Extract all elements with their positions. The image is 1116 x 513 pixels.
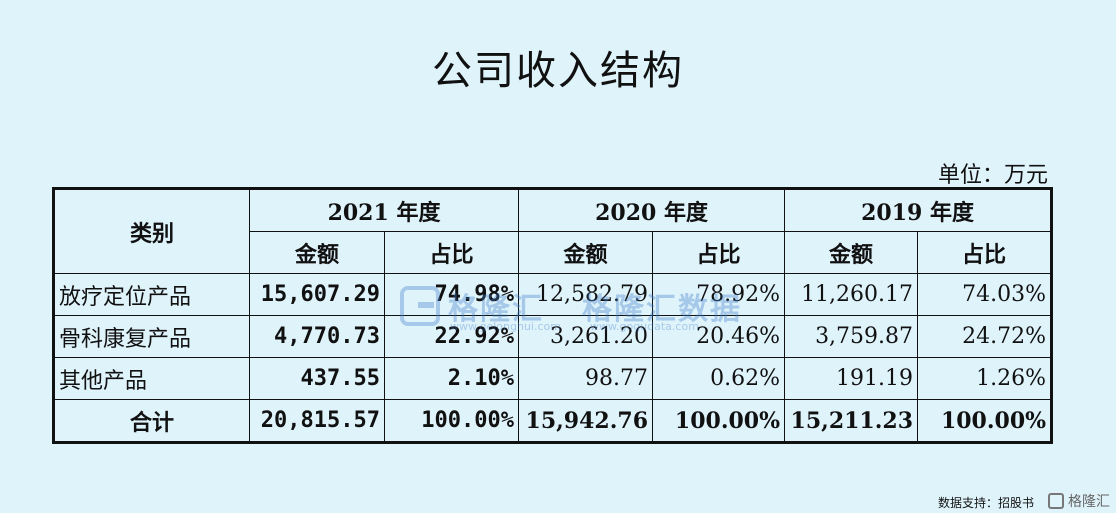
table-row: 放疗定位产品 15,607.29 74.98% 12,582.79 78.92%…: [53, 273, 1053, 316]
unit-label: 单位：万元: [937, 163, 1048, 188]
table-header-row: 类别 2021 年度 2020 年度 2019 年度: [53, 188, 1053, 274]
amount-header: 金额: [518, 231, 654, 274]
ratio-2020-cell: 0.62%: [652, 357, 786, 400]
ratio-2020-cell: 20.46%: [652, 315, 786, 358]
total-label-cell: 合计: [53, 399, 250, 443]
ratio-2021-cell: 2.10%: [383, 357, 520, 400]
amount-2019-cell: 15,211.23: [784, 399, 919, 443]
year-header-2021: 2021 年度: [248, 188, 520, 232]
year-header-2020: 2020 年度: [518, 188, 786, 232]
amount-2020-cell: 98.77: [518, 357, 654, 400]
ratio-header: 占比: [383, 231, 520, 274]
brand-name: 格隆汇: [1068, 494, 1110, 510]
table-row: 骨科康复产品 4,770.73 22.92% 3,261.20 20.46% 3…: [53, 315, 1053, 358]
ratio-2019-cell: 74.03%: [917, 273, 1053, 316]
year-header-2019: 2019 年度: [784, 188, 1053, 232]
table-row: 其他产品 437.55 2.10% 98.77 0.62% 191.19 1.2…: [53, 357, 1053, 400]
page-title: 公司收入结构: [432, 48, 684, 94]
brand-logo-icon: [1048, 493, 1064, 509]
brand-mark: 格隆汇: [1048, 491, 1110, 511]
ratio-2021-cell: 100.00%: [383, 399, 520, 443]
ratio-2021-cell: 74.98%: [383, 273, 520, 316]
category-cell: 放疗定位产品: [53, 273, 250, 316]
category-header: 类别: [53, 188, 250, 274]
data-source-note: 数据支持：招股书: [937, 496, 1034, 510]
table-total-row: 合计 20,815.57 100.00% 15,942.76 100.00% 1…: [53, 399, 1053, 443]
ratio-2019-cell: 24.72%: [917, 315, 1053, 358]
amount-header: 金额: [784, 231, 919, 274]
ratio-2019-cell: 1.26%: [917, 357, 1053, 400]
ratio-2021-cell: 22.92%: [383, 315, 520, 358]
ratio-2020-cell: 78.92%: [652, 273, 786, 316]
ratio-2019-cell: 100.00%: [917, 399, 1053, 443]
amount-2019-cell: 191.19: [784, 357, 919, 400]
amount-2021-cell: 15,607.29: [249, 273, 385, 316]
category-cell: 其他产品: [53, 357, 250, 400]
ratio-header: 占比: [652, 231, 786, 274]
revenue-structure-table: 类别 2021 年度 2020 年度 2019 年度 金额 占比 金额 占比 金…: [52, 187, 1054, 444]
amount-2021-cell: 4,770.73: [249, 315, 385, 358]
amount-2021-cell: 437.55: [249, 357, 385, 400]
amount-header: 金额: [249, 231, 385, 274]
amount-2019-cell: 3,759.87: [784, 315, 919, 358]
ratio-2020-cell: 100.00%: [652, 399, 786, 443]
amount-2020-cell: 3,261.20: [518, 315, 654, 358]
category-cell: 骨科康复产品: [53, 315, 250, 358]
amount-2020-cell: 15,942.76: [518, 399, 654, 443]
ratio-header: 占比: [917, 231, 1053, 274]
amount-2020-cell: 12,582.79: [518, 273, 654, 316]
amount-2021-cell: 20,815.57: [249, 399, 385, 443]
amount-2019-cell: 11,260.17: [784, 273, 919, 316]
